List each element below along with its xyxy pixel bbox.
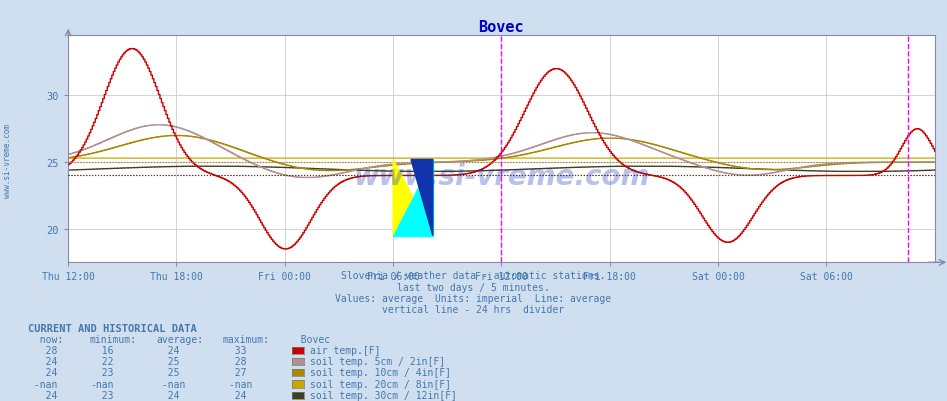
Polygon shape xyxy=(411,160,433,236)
Text: -nan: -nan xyxy=(90,379,114,389)
Text: 28: 28 xyxy=(28,345,58,355)
Text: 25: 25 xyxy=(156,367,180,377)
Text: air temp.[F]: air temp.[F] xyxy=(310,345,380,355)
Text: soil temp. 20cm / 8in[F]: soil temp. 20cm / 8in[F] xyxy=(310,379,451,389)
Text: last two days / 5 minutes.: last two days / 5 minutes. xyxy=(397,282,550,292)
Text: maximum:: maximum: xyxy=(223,334,270,344)
Text: 23: 23 xyxy=(90,390,114,400)
Text: 24: 24 xyxy=(28,367,58,377)
Text: soil temp. 10cm / 4in[F]: soil temp. 10cm / 4in[F] xyxy=(310,367,451,377)
Text: www.si-vreme.com: www.si-vreme.com xyxy=(3,124,12,197)
Text: 24: 24 xyxy=(156,345,180,355)
Text: Values: average  Units: imperial  Line: average: Values: average Units: imperial Line: av… xyxy=(335,293,612,303)
Text: now:: now: xyxy=(28,334,63,344)
Text: -nan: -nan xyxy=(156,379,186,389)
Text: soil temp. 5cm / 2in[F]: soil temp. 5cm / 2in[F] xyxy=(310,356,445,366)
Text: www.si-vreme.com: www.si-vreme.com xyxy=(353,162,650,190)
Text: vertical line - 24 hrs  divider: vertical line - 24 hrs divider xyxy=(383,304,564,314)
Text: 16: 16 xyxy=(90,345,114,355)
Text: 24: 24 xyxy=(28,356,58,366)
Polygon shape xyxy=(393,160,433,236)
Text: 25: 25 xyxy=(156,356,180,366)
Text: soil temp. 30cm / 12in[F]: soil temp. 30cm / 12in[F] xyxy=(310,390,456,400)
Text: CURRENT AND HISTORICAL DATA: CURRENT AND HISTORICAL DATA xyxy=(28,323,197,333)
Text: minimum:: minimum: xyxy=(90,334,137,344)
Title: Bovec: Bovec xyxy=(478,20,525,35)
Text: 22: 22 xyxy=(90,356,114,366)
Text: 33: 33 xyxy=(223,345,246,355)
Text: -nan: -nan xyxy=(223,379,252,389)
Text: -nan: -nan xyxy=(28,379,58,389)
Text: 24: 24 xyxy=(156,390,180,400)
Text: 24: 24 xyxy=(223,390,246,400)
Text: Slovenia / weather data - automatic stations.: Slovenia / weather data - automatic stat… xyxy=(341,271,606,281)
Polygon shape xyxy=(393,160,433,236)
Text: average:: average: xyxy=(156,334,204,344)
Text: Bovec: Bovec xyxy=(289,334,330,344)
Text: 27: 27 xyxy=(223,367,246,377)
Text: 24: 24 xyxy=(28,390,58,400)
Text: 23: 23 xyxy=(90,367,114,377)
Text: 28: 28 xyxy=(223,356,246,366)
